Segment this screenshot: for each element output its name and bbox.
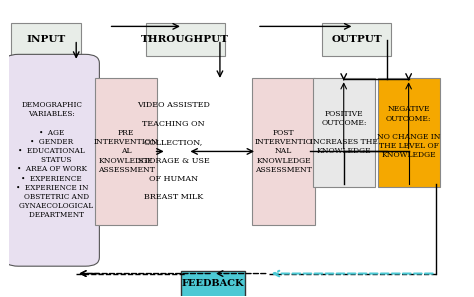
- FancyBboxPatch shape: [313, 78, 375, 187]
- FancyBboxPatch shape: [252, 78, 315, 225]
- FancyBboxPatch shape: [378, 78, 440, 187]
- Text: DEMOGRAPHIC
VARIABLES:

•  AGE
•  GENDER
•  EDUCATIONAL
    STATUS
•  AREA OF WO: DEMOGRAPHIC VARIABLES: • AGE • GENDER • …: [10, 101, 93, 219]
- FancyBboxPatch shape: [322, 23, 392, 56]
- Text: NEGATIVE
OUTCOME:

NO CHANGE IN
THE LEVEL OF
KNOWLEDGE: NEGATIVE OUTCOME: NO CHANGE IN THE LEVEL…: [377, 105, 441, 159]
- Text: THROUGHPUT: THROUGHPUT: [141, 35, 229, 44]
- Text: PRE
INTERVENTION
AL
KNOWLEDGE
ASSESSMENT: PRE INTERVENTION AL KNOWLEDGE ASSESSMENT: [94, 129, 158, 174]
- FancyBboxPatch shape: [181, 271, 246, 297]
- Text: OUTPUT: OUTPUT: [331, 35, 382, 44]
- FancyBboxPatch shape: [4, 54, 100, 266]
- FancyBboxPatch shape: [95, 78, 157, 225]
- Text: INPUT: INPUT: [27, 35, 66, 44]
- FancyBboxPatch shape: [146, 23, 225, 56]
- Text: FEEDBACK: FEEDBACK: [182, 279, 244, 288]
- Text: POSITIVE
OUTCOME:

INCREASES THE
KNOWLEDGE: POSITIVE OUTCOME: INCREASES THE KNOWLEDG…: [310, 110, 378, 155]
- FancyBboxPatch shape: [11, 23, 81, 56]
- Text: VIDEO ASSISTED

TEACHING ON

COLLECTION,

STORAGE & USE

OF HUMAN

BREAST MILK: VIDEO ASSISTED TEACHING ON COLLECTION, S…: [137, 102, 210, 201]
- Text: POST
INTERVENTIO
NAL
KNOWLEDGE
ASSESSMENT: POST INTERVENTIO NAL KNOWLEDGE ASSESSMEN…: [255, 129, 313, 174]
